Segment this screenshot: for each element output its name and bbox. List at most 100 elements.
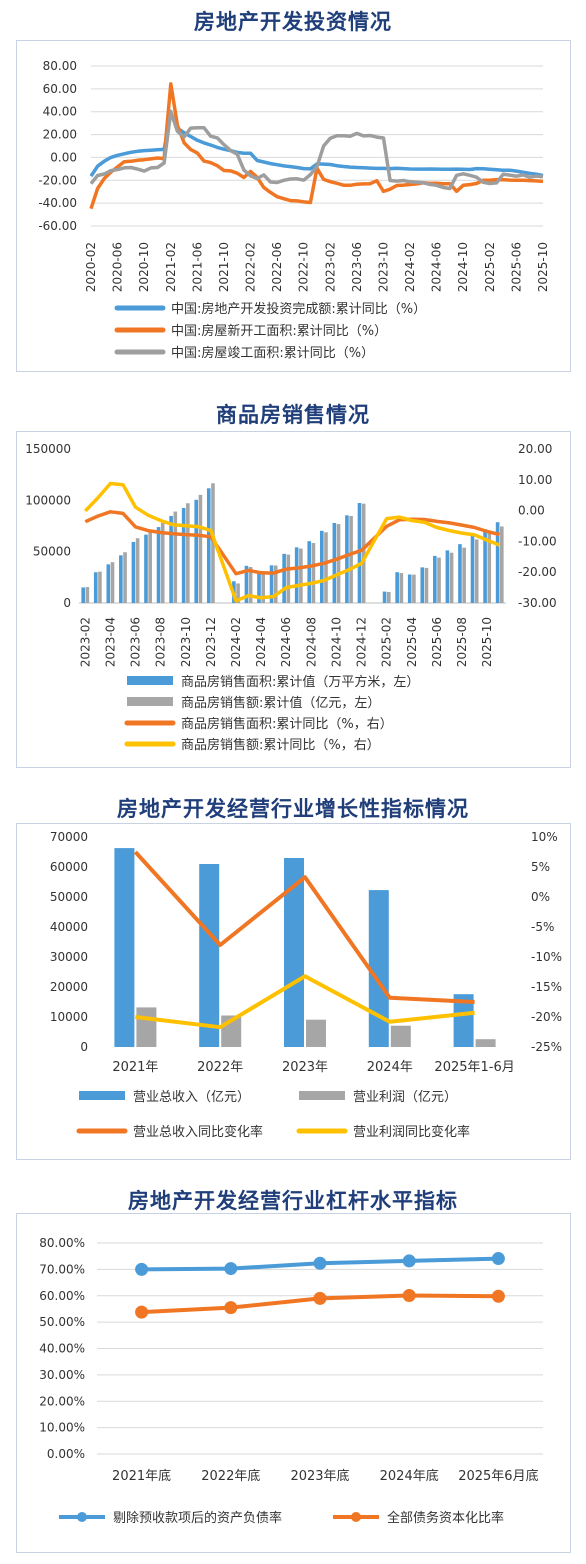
chart2-bar-s1-28 — [437, 557, 441, 603]
chart3-legend-swatch-0 — [79, 1091, 125, 1100]
chart2-bar-s1-15 — [273, 565, 278, 603]
chart3-svg: 70000 60000 50000 40000 30000 20000 10000 0 10% 5… — [50, 830, 562, 1140]
chart4-xtick-1: 2022年底 — [201, 1468, 260, 1484]
chart2-legend-label-3: 商品房销售额:累计同比（%，右） — [181, 737, 380, 753]
chart1-ytick-6: -40.00 — [38, 196, 77, 210]
chart1-xtick-2: 2020-10 — [137, 242, 151, 292]
chart1-svg: 80.00 60.00 40.00 20.00 0.00 -20.00 -40.00 -60.… — [38, 59, 550, 361]
chart2-xtick-1: 2023-04 — [103, 617, 117, 667]
chart2-bar-s0-21 — [345, 515, 349, 603]
chart2-bar-s1-19 — [324, 532, 328, 603]
chart2-xtick-14: 2025-06 — [430, 617, 444, 667]
chart2-bar-s0-24 — [382, 591, 387, 603]
chart2-xtick-5: 2023-12 — [204, 617, 218, 667]
chart2-xtick-11: 2024-12 — [355, 617, 369, 667]
chart2-ytick-left-2: 50000 — [33, 545, 71, 559]
chart3-ytick-right-6: -20% — [531, 1010, 562, 1024]
chart2-bar-s0-25 — [395, 572, 399, 603]
chart3-bar-s1-4 — [475, 1039, 496, 1047]
chart2-bar-s0-19 — [319, 530, 324, 603]
chart4-title: 房地产开发经营行业杠杆水平指标 — [128, 1189, 458, 1213]
chart1-xtick-15: 2025-02 — [483, 242, 497, 292]
chart2-xtick-4: 2023-10 — [179, 617, 193, 667]
chart3-title: 房地产开发经营行业增长性指标情况 — [117, 797, 469, 821]
chart3-xtick-2: 2023年 — [282, 1060, 328, 1075]
chart2-bar-s0-0 — [81, 587, 85, 603]
chart2-bar-s0-33 — [495, 522, 500, 603]
chart2-ytick-right-0: 20.00 — [518, 442, 552, 456]
chart2-bar-s0-10 — [206, 488, 211, 603]
chart4-point-s1-2 — [313, 1291, 327, 1305]
chart1-xtick-10: 2023-06 — [350, 242, 364, 292]
chart1-ytick-3: 20.00 — [43, 128, 77, 142]
chart4-point-s1-4 — [491, 1289, 505, 1303]
chart2-legend-swatch-1 — [127, 697, 173, 706]
chart3-bar-s1-0 — [136, 1007, 157, 1047]
chart2-bar-s1-14 — [261, 574, 266, 603]
chart4-panel: 80.00% 70.00% 60.00% 50.00% 40.00% 30.00% 20.0… — [16, 1213, 571, 1553]
chart2-ytick-right-4: -20.00 — [518, 565, 557, 579]
chart1-xtick-14: 2024-10 — [456, 242, 470, 292]
chart1-ytick-2: 40.00 — [43, 105, 77, 119]
chart2-bar-s1-16 — [286, 554, 291, 603]
chart4-point-s0-2 — [313, 1256, 327, 1270]
chart1-xtick-16: 2025-06 — [509, 242, 523, 292]
chart1-ytick-0: 80.00 — [43, 59, 77, 73]
chart3-bar-s1-3 — [390, 1025, 411, 1047]
chart3-ytick-left-0: 70000 — [50, 830, 88, 844]
chart2-ytick-right-3: -10.00 — [518, 534, 557, 548]
chart2-bar-s0-8 — [181, 507, 186, 603]
chart1-xtick-4: 2021-06 — [190, 242, 204, 292]
chart2-series-line-3 — [84, 481, 501, 603]
chart3-xtick-4: 2025年1-6月 — [434, 1060, 514, 1075]
chart2-ytick-left-1: 100000 — [25, 493, 71, 507]
chart4-point-s1-3 — [402, 1288, 416, 1302]
chart2-bar-s0-17 — [294, 547, 299, 603]
chart4-ytick-0: 80.00% — [39, 1236, 85, 1250]
chart1-xtick-11: 2023-10 — [376, 242, 390, 292]
chart3-xtick-0: 2021年 — [112, 1060, 158, 1075]
chart2-xtick-12: 2025-02 — [380, 617, 394, 667]
chart1-panel: 80.00 60.00 40.00 20.00 0.00 -20.00 -40.00 -60.… — [16, 40, 571, 372]
chart4-xtick-0: 2021年底 — [112, 1468, 171, 1484]
chart2-ytick-left-3: 0 — [63, 596, 71, 610]
chart2-ytick-right-2: 0.00 — [518, 504, 545, 518]
chart2-bar-s1-22 — [361, 503, 366, 603]
chart1-xtick-0: 2020-02 — [84, 242, 98, 292]
chart2-bar-s1-12 — [236, 583, 240, 603]
chart2-bar-s0-9 — [194, 499, 199, 603]
chart2-series-line-2 — [84, 510, 501, 576]
chart1-title: 房地产开发投资情况 — [194, 10, 392, 34]
chart2-xtick-16: 2025-10 — [480, 617, 494, 667]
chart3-xtick-1: 2022年 — [197, 1060, 243, 1075]
chart3-bar-s0-0 — [114, 848, 135, 1047]
chart2-legend-label-1: 商品房销售额:累计值（亿元，左） — [181, 695, 380, 711]
chart3-ytick-right-1: 5% — [531, 860, 550, 874]
chart2-title: 商品房销售情况 — [216, 403, 370, 427]
chart3-legend-label-2: 营业总收入同比变化率 — [133, 1124, 263, 1140]
chart2-bar-s1-29 — [449, 552, 454, 603]
chart3-ytick-right-0: 10% — [531, 830, 558, 844]
chart1-xtick-6: 2022-02 — [244, 242, 258, 292]
chart2-bar-s1-13 — [248, 567, 253, 603]
chart1-xtick-3: 2021-02 — [164, 242, 178, 292]
chart2-bar-s1-32 — [487, 533, 492, 603]
chart2-bar-s1-20 — [336, 524, 341, 603]
chart1-series-line-2 — [89, 109, 544, 191]
chart3-ytick-right-4: -10% — [531, 950, 562, 964]
chart1-legend-label-0: 中国:房地产开发投资完成额:累计同比（%） — [171, 301, 426, 317]
chart1-xtick-12: 2024-02 — [403, 242, 417, 292]
chart3-legend-label-1: 营业利润（亿元） — [353, 1090, 457, 1105]
chart2-bar-s0-26 — [407, 574, 412, 603]
chart1-legend-label-2: 中国:房屋竣工面积:累计同比（%） — [171, 345, 374, 361]
chart4-point-s1-1 — [224, 1301, 238, 1315]
chart2-bar-s1-10 — [211, 483, 215, 603]
chart2-legend-swatch-0 — [127, 676, 173, 685]
chart3-ytick-right-3: -5% — [531, 920, 554, 934]
chart3-ytick-right-7: -25% — [531, 1040, 562, 1054]
chart1-ytick-5: -20.00 — [38, 173, 77, 187]
chart2-bar-s1-0 — [85, 587, 90, 603]
chart3-bar-s0-3 — [368, 890, 389, 1047]
chart2-xtick-6: 2024-02 — [229, 617, 243, 667]
chart4-ytick-6: 20.00% — [39, 1394, 85, 1408]
